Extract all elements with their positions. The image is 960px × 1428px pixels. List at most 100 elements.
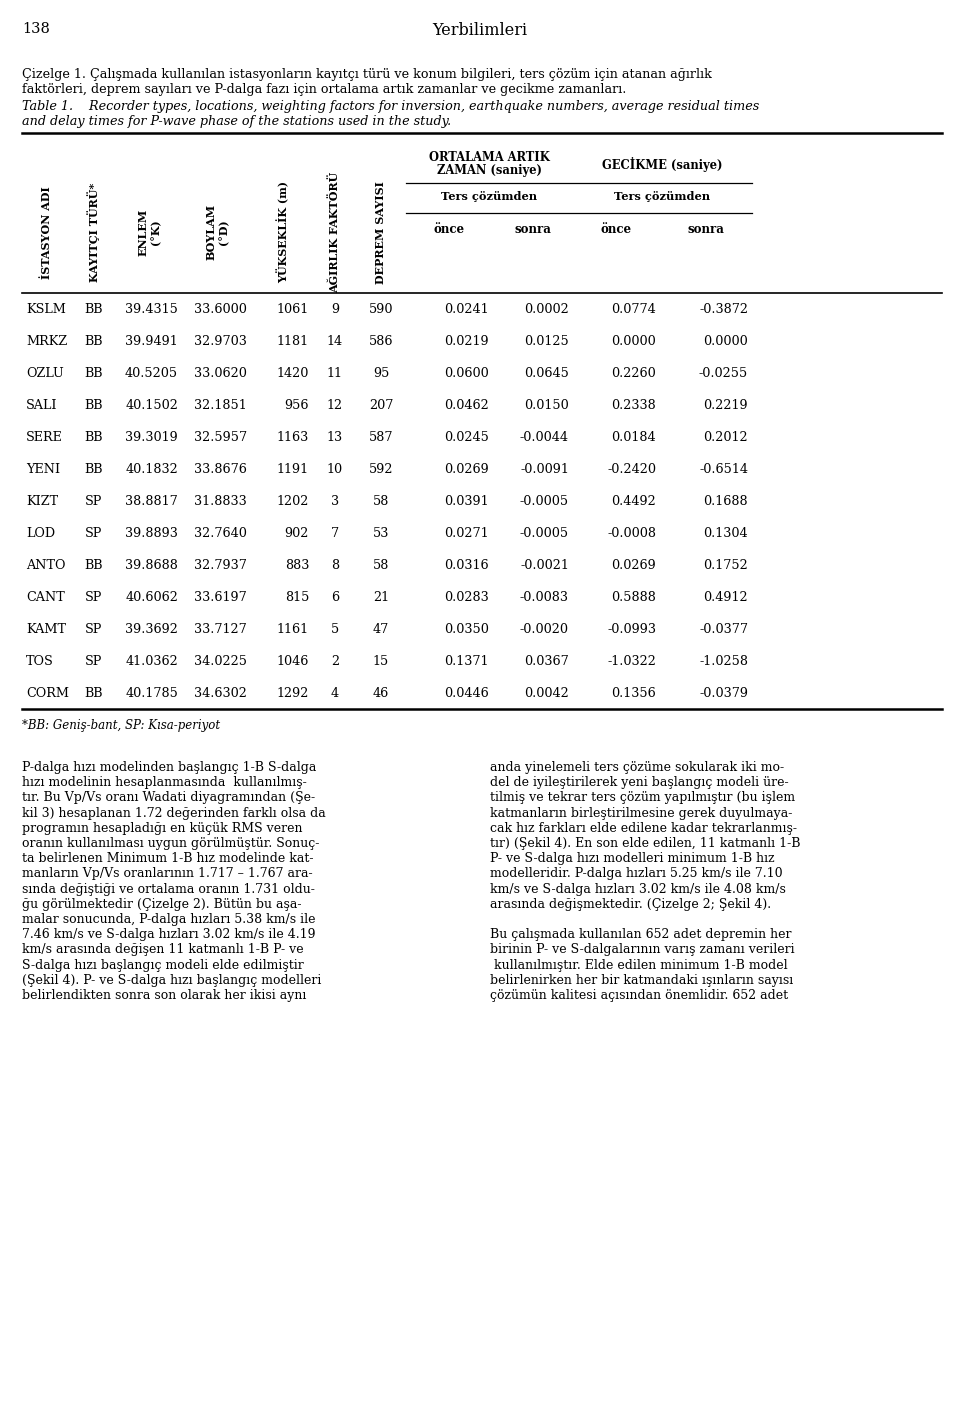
Text: 31.8833: 31.8833 [194,496,247,508]
Text: 33.8676: 33.8676 [194,463,247,476]
Text: -0.0005: -0.0005 [520,496,569,508]
Text: 58: 58 [372,496,389,508]
Text: tır) (Şekil 4). En son elde edilen, 11 katmanlı 1-B: tır) (Şekil 4). En son elde edilen, 11 k… [490,837,801,850]
Text: BB: BB [84,560,104,573]
Text: -0.0083: -0.0083 [520,591,569,604]
Text: 0.2219: 0.2219 [704,400,748,413]
Text: BOYLAM
(°D): BOYLAM (°D) [205,204,229,260]
Text: BB: BB [84,367,104,380]
Text: 32.5957: 32.5957 [194,431,247,444]
Text: 0.0446: 0.0446 [444,687,489,700]
Text: önce: önce [601,223,632,236]
Text: önce: önce [434,223,465,236]
Text: 0.0462: 0.0462 [444,400,489,413]
Text: oranın kullanılması uygun görülmüştür. Sonuç-: oranın kullanılması uygun görülmüştür. S… [22,837,320,850]
Text: kullanılmıştır. Elde edilen minimum 1-B model: kullanılmıştır. Elde edilen minimum 1-B … [490,958,787,971]
Text: 40.1502: 40.1502 [125,400,178,413]
Text: 587: 587 [369,431,394,444]
Text: programın hesapladığı en küçük RMS veren: programın hesapladığı en küçük RMS veren [22,821,302,835]
Text: 40.1832: 40.1832 [125,463,178,476]
Text: ANTO: ANTO [26,560,65,573]
Text: 12: 12 [327,400,343,413]
Text: 0.0269: 0.0269 [444,463,489,476]
Text: -0.0005: -0.0005 [520,527,569,540]
Text: -0.3872: -0.3872 [699,303,748,316]
Text: P-dalga hızı modelinden başlangıç 1-B S-dalga: P-dalga hızı modelinden başlangıç 1-B S-… [22,761,317,774]
Text: modelleridir. P-dalga hızları 5.25 km/s ile 7.10: modelleridir. P-dalga hızları 5.25 km/s … [490,867,782,881]
Text: KSLM: KSLM [26,303,66,316]
Text: katmanların birleştirilmesine gerek duyulmaya-: katmanların birleştirilmesine gerek duyu… [490,807,792,820]
Text: cak hız farkları elde edilene kadar tekrarlanmış-: cak hız farkları elde edilene kadar tekr… [490,821,797,835]
Text: 5: 5 [331,623,339,635]
Text: 1420: 1420 [276,367,309,380]
Text: km/s arasında değişen 11 katmanlı 1-B P- ve: km/s arasında değişen 11 katmanlı 1-B P-… [22,944,303,957]
Text: and delay times for P-wave phase of the stations used in the study.: and delay times for P-wave phase of the … [22,116,451,129]
Text: LOD: LOD [26,527,55,540]
Text: YENI: YENI [26,463,60,476]
Text: SERE: SERE [26,431,62,444]
Text: 0.4492: 0.4492 [612,496,656,508]
Text: 39.4315: 39.4315 [125,303,178,316]
Text: 6: 6 [331,591,339,604]
Text: 956: 956 [284,400,309,413]
Text: ğu görülmektedir (Çizelge 2). Bütün bu aşa-: ğu görülmektedir (Çizelge 2). Bütün bu a… [22,898,301,911]
Text: P- ve S-dalga hızı modelleri minimum 1-B hız: P- ve S-dalga hızı modelleri minimum 1-B… [490,853,775,865]
Text: 1046: 1046 [276,655,309,668]
Text: *BB: Geniş-bant, SP: Kısa-periyot: *BB: Geniş-bant, SP: Kısa-periyot [22,720,220,733]
Text: 0.0002: 0.0002 [524,303,569,316]
Text: 138: 138 [22,21,50,36]
Text: TOS: TOS [26,655,54,668]
Text: Ters çözümden: Ters çözümden [614,191,710,201]
Text: 1061: 1061 [276,303,309,316]
Text: Table 1.    Recorder types, locations, weighting factors for inversion, earthqua: Table 1. Recorder types, locations, weig… [22,100,759,113]
Text: GECİKME (saniye): GECİKME (saniye) [602,157,723,171]
Text: 32.7937: 32.7937 [194,560,247,573]
Text: 0.0367: 0.0367 [524,655,569,668]
Text: 0.0269: 0.0269 [612,560,656,573]
Text: 0.0150: 0.0150 [524,400,569,413]
Text: 0.0241: 0.0241 [444,303,489,316]
Text: 0.1752: 0.1752 [704,560,748,573]
Text: 40.6062: 40.6062 [125,591,178,604]
Text: KAMT: KAMT [26,623,66,635]
Text: 8: 8 [331,560,339,573]
Text: 41.0362: 41.0362 [125,655,178,668]
Text: malar sonucunda, P-dalga hızları 5.38 km/s ile: malar sonucunda, P-dalga hızları 5.38 km… [22,912,316,925]
Text: -0.0993: -0.0993 [607,623,656,635]
Text: SALI: SALI [26,400,58,413]
Text: 7.46 km/s ve S-dalga hızları 3.02 km/s ile 4.19: 7.46 km/s ve S-dalga hızları 3.02 km/s i… [22,928,316,941]
Text: 32.1851: 32.1851 [194,400,247,413]
Text: KAYITÇI TÜRÜ*: KAYITÇI TÜRÜ* [87,183,101,281]
Text: KIZT: KIZT [26,496,59,508]
Text: 7: 7 [331,527,339,540]
Text: 0.0184: 0.0184 [612,431,656,444]
Text: 40.5205: 40.5205 [125,367,178,380]
Text: tilmiş ve tekrar ters çözüm yapılmıştır (bu işlem: tilmiş ve tekrar ters çözüm yapılmıştır … [490,791,795,804]
Text: CORM: CORM [26,687,69,700]
Text: CANT: CANT [26,591,64,604]
Text: -0.0020: -0.0020 [520,623,569,635]
Text: hızı modelinin hesaplanmasında  kullanılmış-: hızı modelinin hesaplanmasında kullanılm… [22,777,307,790]
Text: AĞIRLIK FAKTÖRÜ: AĞIRLIK FAKTÖRÜ [329,171,341,293]
Text: 47: 47 [372,623,389,635]
Text: ta belirlenen Minimum 1-B hız modelinde kat-: ta belirlenen Minimum 1-B hız modelinde … [22,853,314,865]
Text: -1.0322: -1.0322 [607,655,656,668]
Text: ORTALAMA ARTIK: ORTALAMA ARTIK [429,151,550,164]
Text: BB: BB [84,303,104,316]
Text: sında değiştiği ve ortalama oranın 1.731 oldu-: sında değiştiği ve ortalama oranın 1.731… [22,883,315,895]
Text: 0.0774: 0.0774 [612,303,656,316]
Text: -0.0379: -0.0379 [699,687,748,700]
Text: arasında değişmektedir. (Çizelge 2; Şekil 4).: arasında değişmektedir. (Çizelge 2; Şeki… [490,898,771,911]
Text: 0.0391: 0.0391 [444,496,489,508]
Text: Yerbilimleri: Yerbilimleri [432,21,528,39]
Text: 1191: 1191 [276,463,309,476]
Text: belirlenirken her bir katmandaki ışınların sayısı: belirlenirken her bir katmandaki ışınlar… [490,974,793,987]
Text: 815: 815 [284,591,309,604]
Text: çözümün kalitesi açısından önemlidir. 652 adet: çözümün kalitesi açısından önemlidir. 65… [490,990,788,1002]
Text: 0.0350: 0.0350 [444,623,489,635]
Text: 32.9703: 32.9703 [194,336,247,348]
Text: -0.6514: -0.6514 [699,463,748,476]
Text: BB: BB [84,431,104,444]
Text: ENLEM
(°K): ENLEM (°K) [137,208,161,256]
Text: km/s ve S-dalga hızları 3.02 km/s ile 4.08 km/s: km/s ve S-dalga hızları 3.02 km/s ile 4.… [490,883,786,895]
